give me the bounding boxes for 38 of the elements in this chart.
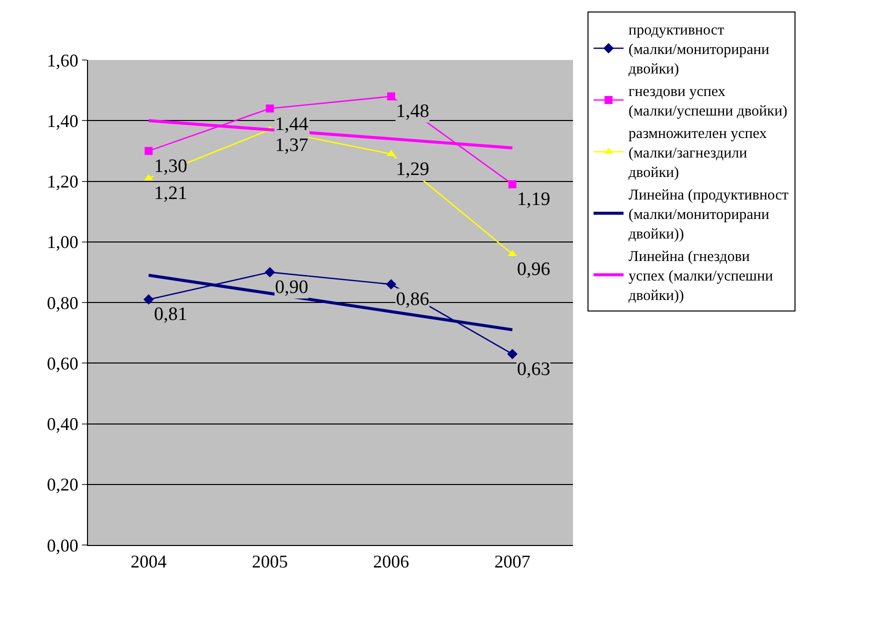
data-label: 0,96 xyxy=(517,259,550,280)
legend-label: размножителен успех (малки/загнездили двойки) xyxy=(628,126,768,182)
point xyxy=(266,104,274,112)
point xyxy=(508,180,516,188)
legend-label: продуктивност (малки/мониторирани двойки) xyxy=(628,22,770,78)
point xyxy=(386,279,396,290)
x-tick-label: 2006 xyxy=(373,552,410,572)
point xyxy=(507,348,518,360)
x-tick-label: 2005 xyxy=(252,552,288,572)
y-tick-label: 0,60 xyxy=(46,353,78,374)
point xyxy=(387,92,396,100)
legend-label: гнездови успех (малки/успешни двойки) xyxy=(628,84,788,120)
y-tick-label: 1,00 xyxy=(46,232,78,252)
data-label: 1,21 xyxy=(154,183,188,204)
data-label: 1,30 xyxy=(154,156,188,177)
legend-label: Линейна (продуктивност (малки/мониторирани двойки)) xyxy=(628,188,789,243)
y-tick-label: 0,80 xyxy=(46,292,78,313)
y-tick-label: 0,00 xyxy=(46,535,78,556)
data-label: 0,86 xyxy=(396,289,430,310)
legend-label: Линейна (гнездови успех (малки/успешни двойки)) xyxy=(628,249,774,304)
data-label: 1,19 xyxy=(517,189,550,210)
x-tick-label: 2007 xyxy=(494,552,530,572)
y-tick-label: 0,20 xyxy=(46,474,78,495)
data-label: 0,63 xyxy=(517,359,550,380)
point xyxy=(143,294,154,305)
data-label: 1,44 xyxy=(275,114,309,135)
data-label: 0,81 xyxy=(154,304,188,325)
y-tick-label: 1,40 xyxy=(46,110,78,131)
data-label: 1,37 xyxy=(275,135,308,156)
y-tick-label: 1,20 xyxy=(46,172,78,192)
data-label: 1,29 xyxy=(396,159,430,180)
x-tick-label: 2004 xyxy=(130,552,167,572)
y-tick-label: 0,40 xyxy=(46,414,78,434)
data-label: 1,48 xyxy=(396,101,430,122)
y-tick-label: 1,60 xyxy=(46,50,78,70)
point xyxy=(144,146,153,155)
point xyxy=(264,266,276,278)
data-label: 0,90 xyxy=(275,277,308,298)
